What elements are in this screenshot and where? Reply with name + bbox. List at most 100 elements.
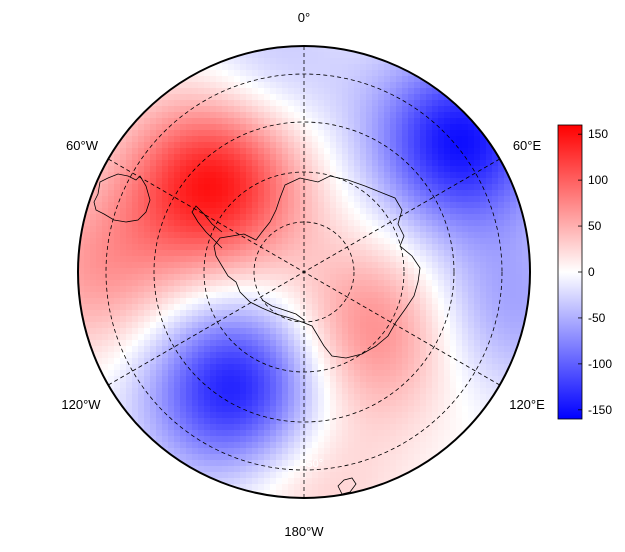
field-cell [402, 286, 409, 293]
field-cell [468, 124, 475, 131]
field-cell [282, 370, 289, 377]
field-cell [330, 262, 337, 269]
field-cell [498, 334, 505, 341]
field-cell [390, 346, 397, 353]
field-cell [378, 430, 385, 437]
field-cell [354, 118, 361, 125]
field-cell [222, 316, 229, 323]
field-cell [408, 202, 415, 209]
field-cell [336, 472, 343, 479]
field-cell [396, 304, 403, 311]
field-cell [390, 106, 397, 113]
field-cell [120, 238, 127, 245]
field-cell [150, 232, 157, 239]
field-cell [420, 316, 427, 323]
field-cell [384, 346, 391, 353]
field-cell [372, 316, 379, 323]
field-cell [180, 82, 187, 89]
field-cell [168, 88, 175, 95]
field-cell [402, 70, 409, 77]
field-cell [354, 388, 361, 395]
field-cell [432, 382, 439, 389]
field-cell [234, 454, 241, 461]
field-cell [150, 202, 157, 209]
field-cell [174, 124, 181, 131]
field-cell [234, 376, 241, 383]
field-cell [390, 262, 397, 269]
field-cell [498, 148, 505, 155]
field-cell [312, 214, 319, 221]
field-cell [234, 400, 241, 407]
field-cell [480, 394, 487, 401]
field-cell [126, 130, 133, 137]
field-cell [210, 292, 217, 299]
field-cell [360, 478, 367, 485]
field-cell [144, 232, 151, 239]
field-cell [396, 184, 403, 191]
field-cell [330, 328, 337, 335]
field-cell [330, 472, 337, 479]
field-cell [264, 424, 271, 431]
field-cell [222, 76, 229, 83]
field-cell [396, 364, 403, 371]
field-cell [444, 430, 451, 437]
field-cell [462, 262, 469, 269]
field-cell [498, 166, 505, 173]
field-cell [108, 268, 115, 275]
field-cell [270, 124, 277, 131]
field-cell [294, 436, 301, 443]
field-cell [132, 124, 139, 131]
field-cell [450, 208, 457, 215]
field-cell [168, 214, 175, 221]
field-cell [306, 112, 313, 119]
field-cell [162, 442, 169, 449]
field-cell [444, 172, 451, 179]
field-cell [270, 316, 277, 323]
field-cell [516, 262, 523, 269]
field-cell [486, 226, 493, 233]
field-cell [312, 358, 319, 365]
field-cell [138, 352, 145, 359]
field-cell [462, 208, 469, 215]
field-cell [336, 256, 343, 263]
field-cell [120, 328, 127, 335]
field-cell [438, 298, 445, 305]
field-cell [234, 280, 241, 287]
field-cell [390, 130, 397, 137]
field-cell [342, 58, 349, 65]
field-cell [486, 250, 493, 257]
field-cell [336, 130, 343, 137]
field-cell [360, 100, 367, 107]
field-cell [408, 352, 415, 359]
field-cell [348, 418, 355, 425]
field-cell [354, 340, 361, 347]
field-cell [294, 214, 301, 221]
field-cell [456, 364, 463, 371]
field-cell [294, 376, 301, 383]
field-cell [198, 124, 205, 131]
field-cell [390, 316, 397, 323]
field-cell [486, 154, 493, 161]
field-cell [396, 448, 403, 455]
field-cell [210, 118, 217, 125]
field-cell [216, 274, 223, 281]
field-cell [102, 208, 109, 215]
field-cell [426, 448, 433, 455]
field-cell [192, 376, 199, 383]
field-cell [438, 226, 445, 233]
field-cell [258, 376, 265, 383]
field-cell [444, 274, 451, 281]
field-cell [342, 310, 349, 317]
field-cell [444, 394, 451, 401]
field-cell [486, 334, 493, 341]
field-cell [150, 160, 157, 167]
field-cell [318, 118, 325, 125]
field-cell [420, 136, 427, 143]
field-cell [264, 334, 271, 341]
field-cell [492, 244, 499, 251]
field-cell [402, 226, 409, 233]
field-cell [168, 130, 175, 137]
field-cell [234, 388, 241, 395]
field-cell [198, 142, 205, 149]
field-cell [312, 274, 319, 281]
